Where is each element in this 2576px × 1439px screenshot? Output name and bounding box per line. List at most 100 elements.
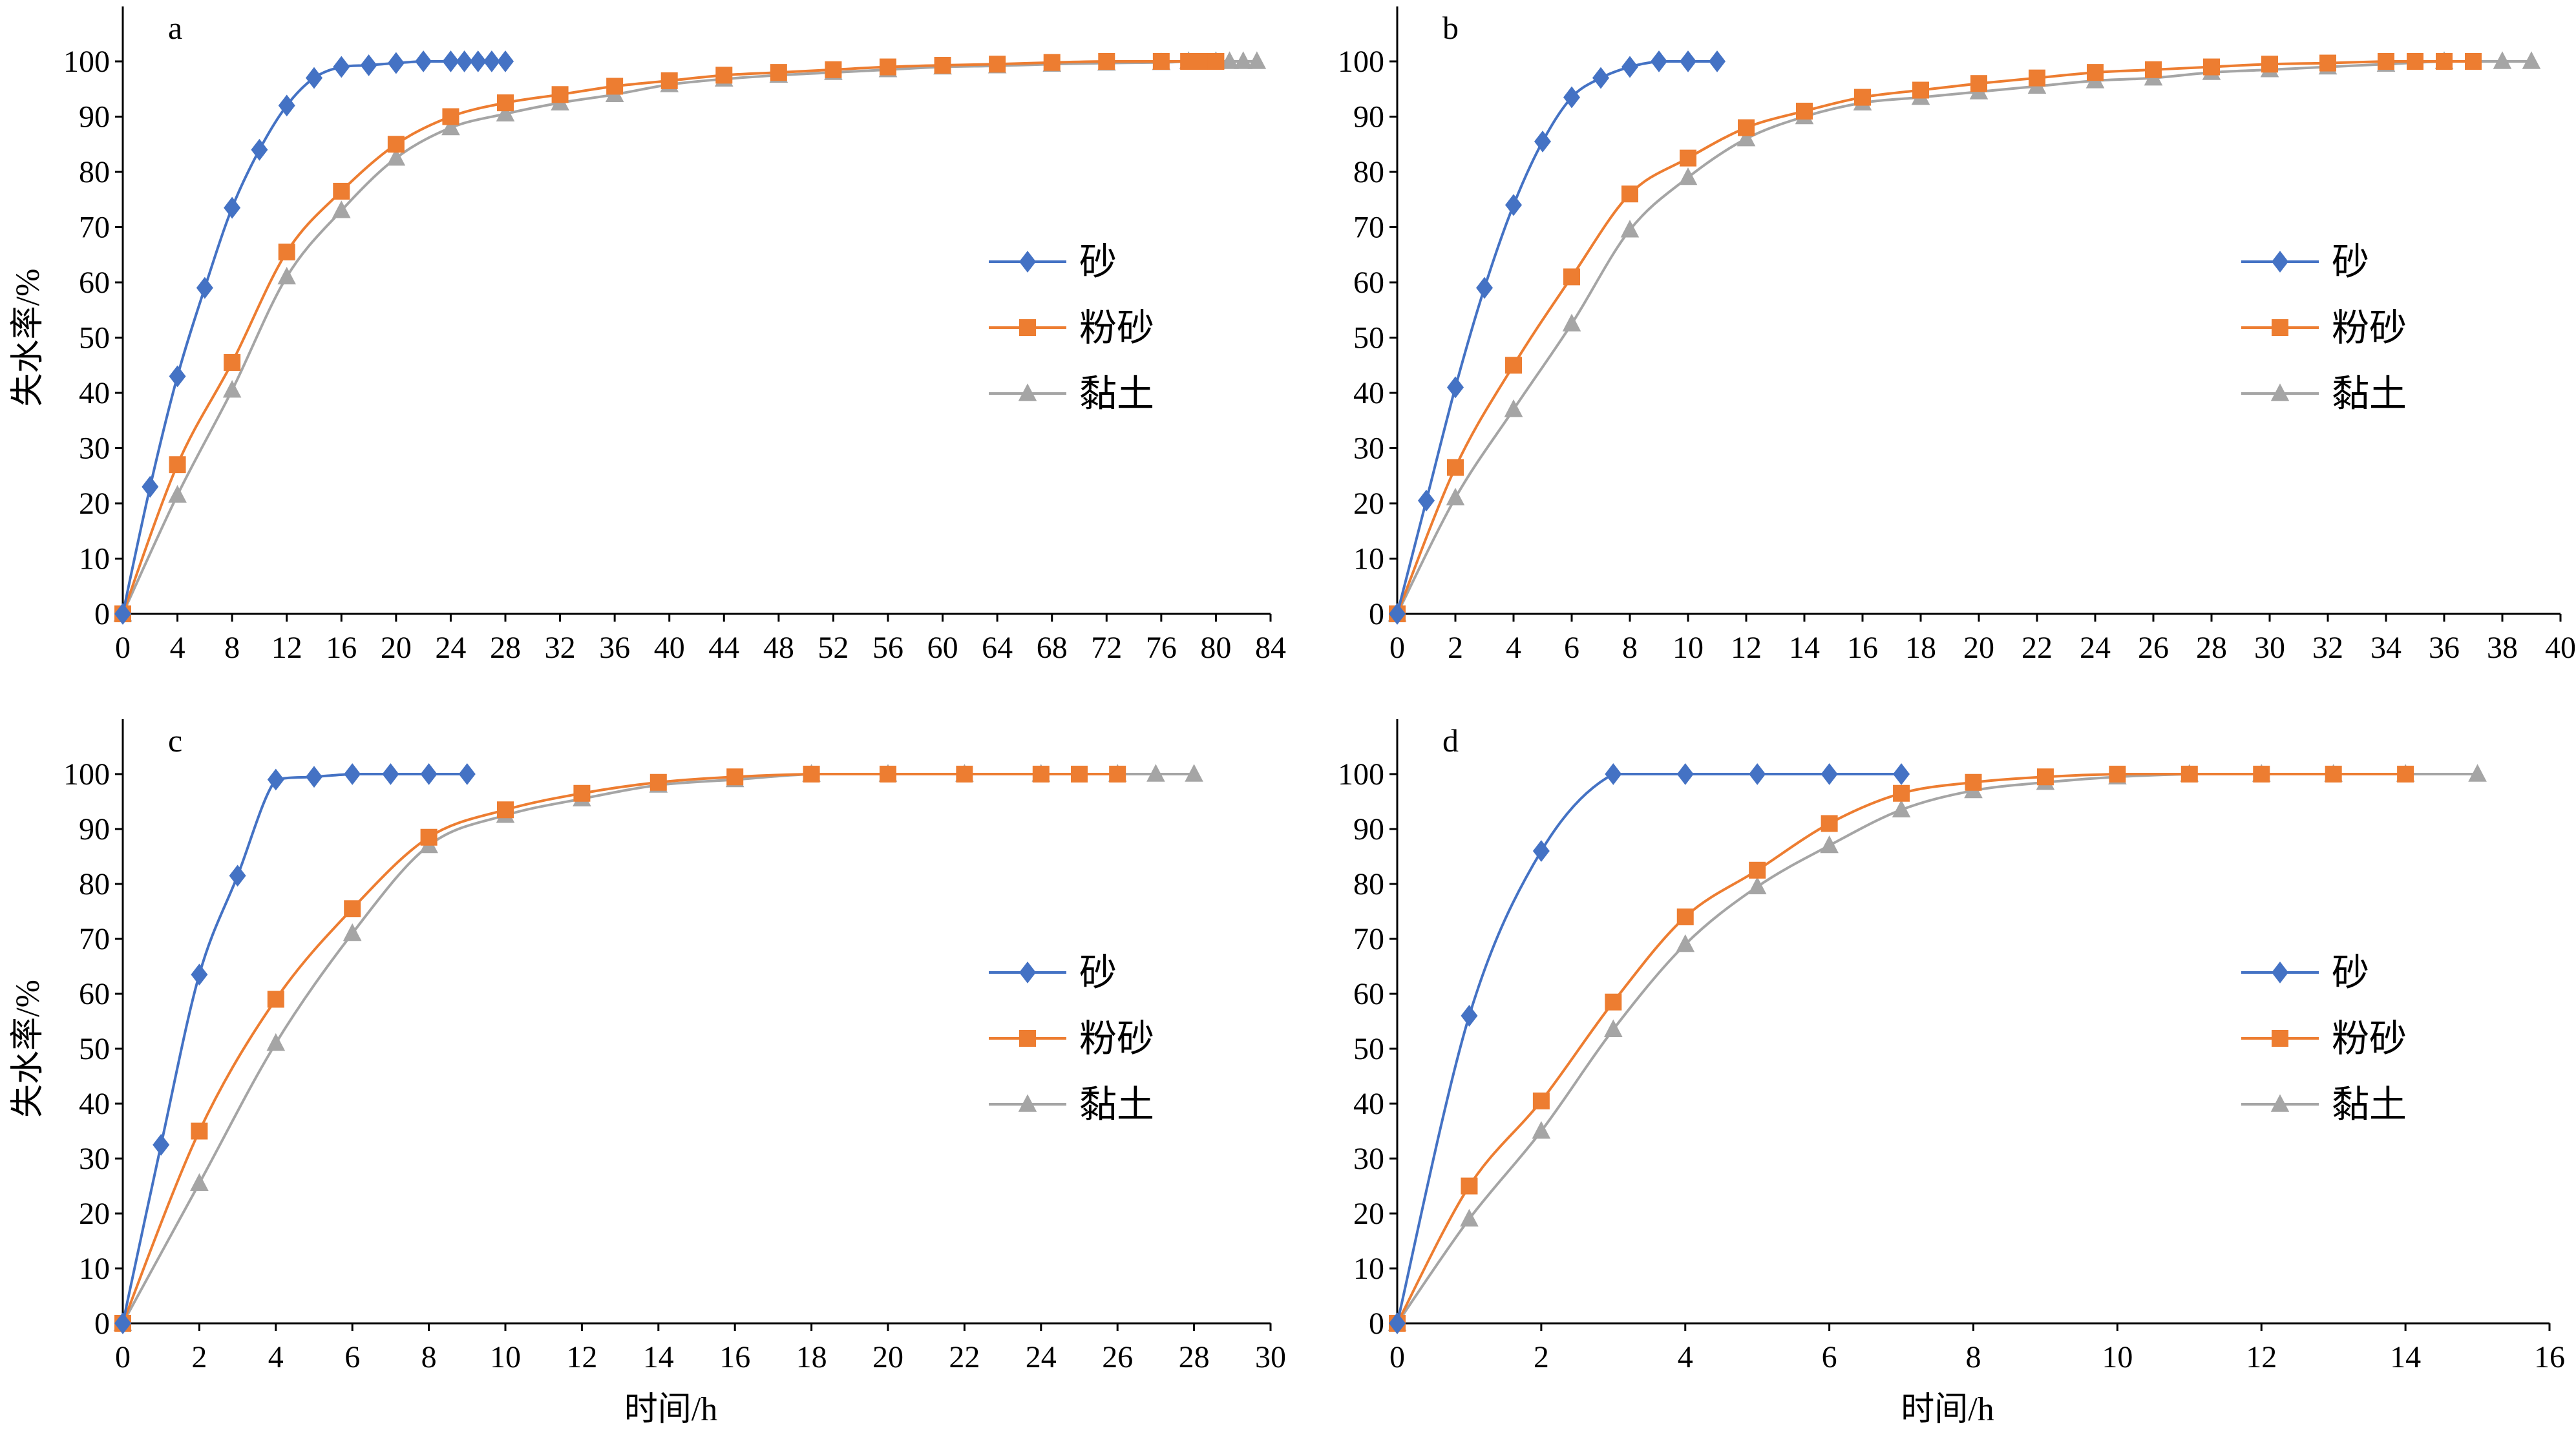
data-point [1505, 194, 1522, 216]
data-point [1680, 50, 1696, 72]
y-tick-label: 20 [79, 1197, 110, 1231]
y-tick-label: 0 [94, 1307, 110, 1341]
series-line [1396, 772, 1902, 1324]
x-tick-label: 8 [421, 1340, 437, 1374]
data-point [825, 61, 842, 78]
data-point [222, 380, 242, 398]
x-tick-label: 24 [2080, 631, 2111, 665]
data-point [1621, 56, 1638, 78]
legend-marker [2272, 251, 2288, 273]
y-tick-label: 70 [1353, 922, 1384, 956]
legend-label: 黏土 [1079, 1084, 1154, 1126]
y-tick-label: 50 [1353, 1032, 1384, 1066]
data-point [1749, 861, 1766, 879]
legend-marker [1018, 1094, 1037, 1112]
x-tick-label: 60 [927, 631, 958, 665]
x-tick-label: 36 [599, 631, 630, 665]
data-point [551, 86, 569, 103]
x-tick-label: 24 [1026, 1340, 1057, 1374]
data-point [2397, 766, 2414, 783]
data-point [267, 991, 284, 1008]
data-point [1534, 131, 1551, 152]
data-point [229, 865, 246, 887]
y-tick-label: 60 [79, 266, 110, 300]
data-point [1893, 763, 1910, 785]
y-axis-title: 失水率/% [10, 269, 47, 407]
legend-label: 黏土 [2332, 373, 2407, 415]
data-point [1461, 1177, 1478, 1195]
y-tick-label: 20 [79, 487, 110, 521]
series-1 [114, 766, 1126, 1332]
y-tick-label: 0 [1369, 597, 1384, 631]
x-tick-label: 26 [1102, 1340, 1133, 1374]
y-tick-label: 0 [1369, 1307, 1384, 1341]
data-point [1676, 934, 1695, 952]
legend-label: 黏土 [1079, 373, 1154, 415]
legend-marker [1019, 319, 1036, 336]
x-tick-label: 10 [2102, 1340, 2133, 1374]
data-point [1207, 53, 1225, 70]
data-point [114, 603, 131, 625]
data-point [415, 50, 432, 72]
data-point [387, 52, 405, 74]
data-point [441, 118, 460, 136]
y-tick-label: 100 [63, 45, 110, 79]
y-tick-label: 30 [1353, 432, 1384, 466]
data-point [1821, 815, 1838, 832]
x-tick-label: 16 [2534, 1340, 2565, 1374]
y-tick-label: 40 [79, 376, 110, 410]
x-tick-label: 40 [2545, 631, 2576, 665]
x-tick-label: 80 [1200, 631, 1231, 665]
x-tick-label: 14 [1789, 631, 1820, 665]
data-point [387, 136, 405, 153]
y-tick-label: 20 [1353, 487, 1384, 521]
data-point [1620, 220, 1640, 238]
data-point [191, 1122, 208, 1140]
data-point [1146, 764, 1165, 782]
y-tick-label: 30 [79, 432, 110, 466]
x-tick-label: 0 [115, 1340, 131, 1374]
x-tick-label: 10 [490, 1340, 521, 1374]
data-point [1532, 1092, 1550, 1109]
data-point [1505, 357, 1522, 374]
data-point [1461, 1005, 1478, 1027]
chart-panel-d: 0 10 20 30 40 50 60 70 80 90 100 0 2 4 6 8 10 12 14 16 d 时间/h… [1338, 719, 2565, 1428]
y-tick-label: 70 [79, 211, 110, 245]
y-tick-label: 40 [1353, 376, 1384, 410]
data-point [1651, 50, 1667, 72]
data-point [333, 56, 350, 78]
data-point [306, 766, 322, 788]
data-point [169, 456, 186, 474]
data-point [142, 476, 159, 498]
data-point [1604, 1019, 1623, 1037]
legend-label: 砂 [2332, 241, 2369, 283]
series-line [1396, 60, 2473, 614]
data-point [1418, 489, 1435, 512]
data-point [1970, 75, 1987, 92]
legend-label: 砂 [1079, 241, 1117, 283]
panel-label: c [168, 722, 182, 759]
x-tick-label: 12 [1731, 631, 1762, 665]
y-axis-title: 失水率/% [10, 980, 47, 1118]
x-tick-label: 6 [1564, 631, 1579, 665]
data-point [1680, 149, 1696, 167]
data-point [224, 196, 241, 219]
data-point [1476, 277, 1493, 299]
data-point [1220, 51, 1239, 69]
data-point [2203, 58, 2220, 76]
data-point [1152, 53, 1170, 70]
data-point [2180, 766, 2198, 783]
data-point [726, 768, 744, 786]
data-point [1796, 102, 1813, 120]
data-point [1563, 86, 1580, 109]
data-point [1965, 773, 1982, 791]
data-point [266, 1033, 286, 1051]
data-point [1234, 51, 1253, 69]
data-point [660, 72, 678, 89]
y-tick-label: 60 [1353, 266, 1384, 300]
data-point [1605, 993, 1622, 1011]
data-point [1043, 54, 1061, 71]
data-point [277, 266, 297, 285]
